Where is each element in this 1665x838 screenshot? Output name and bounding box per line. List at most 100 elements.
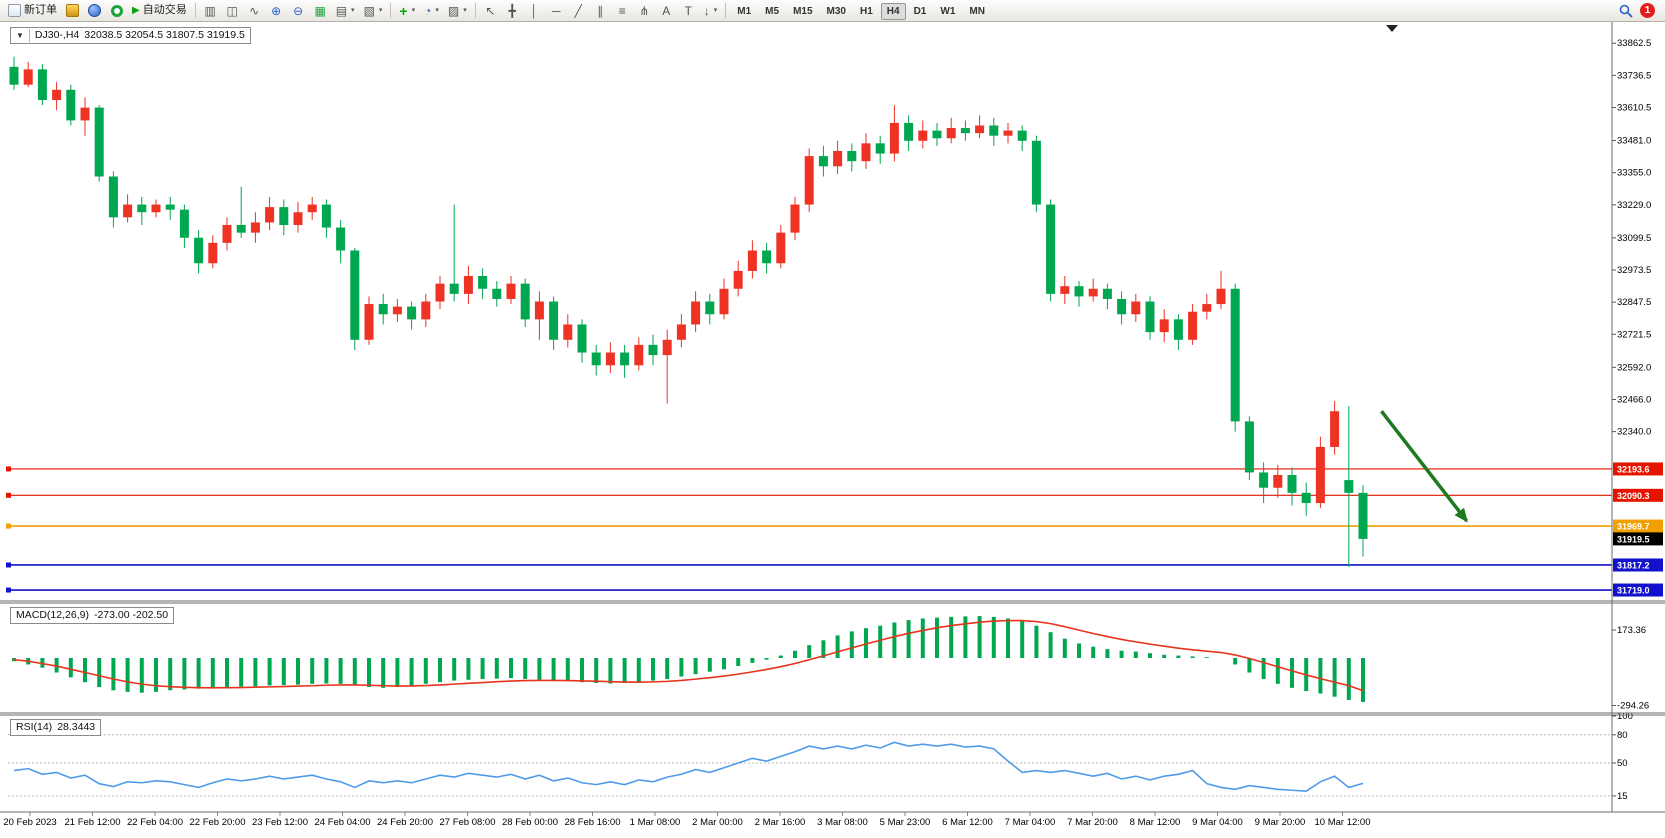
templates-button[interactable]: ▨ ▾ — [444, 1, 471, 21]
level-handle[interactable] — [6, 492, 11, 498]
candle[interactable] — [549, 296, 559, 350]
candle[interactable] — [733, 260, 743, 297]
candle[interactable] — [989, 117, 999, 146]
candle[interactable] — [1344, 406, 1354, 567]
tile-windows-button[interactable]: ▦ — [310, 1, 331, 21]
candle[interactable] — [960, 120, 970, 141]
candle[interactable] — [1244, 416, 1254, 481]
timeframe-button-d1[interactable]: D1 — [908, 3, 933, 20]
candle[interactable] — [1188, 304, 1198, 345]
candle[interactable] — [662, 329, 672, 404]
text-label-button[interactable]: T — [678, 1, 699, 21]
arrows-tool-button[interactable]: ↓ ▾ — [700, 1, 722, 21]
candle[interactable] — [620, 344, 630, 379]
candle[interactable] — [847, 143, 857, 172]
timeframe-button-mn[interactable]: MN — [963, 3, 991, 20]
candle[interactable] — [577, 319, 587, 363]
candle[interactable] — [776, 224, 786, 269]
periods-button[interactable]: ◔ ▾ — [420, 1, 443, 21]
bar-chart-button[interactable]: ▥ — [200, 1, 221, 21]
candle[interactable] — [407, 301, 417, 330]
candle[interactable] — [123, 194, 133, 223]
candle[interactable] — [421, 293, 431, 328]
candle[interactable] — [321, 199, 331, 238]
timeframe-button-m30[interactable]: M30 — [821, 3, 852, 20]
chart-title-box[interactable]: ▼ DJ30-,H4 32038.5 32054.5 31807.5 31919… — [10, 27, 251, 44]
candle[interactable] — [1003, 122, 1013, 144]
timeframe-button-m15[interactable]: M15 — [787, 3, 818, 20]
candle[interactable] — [506, 276, 516, 305]
accounts-button[interactable] — [84, 1, 105, 21]
candle[interactable] — [1202, 293, 1212, 320]
community-button[interactable] — [106, 1, 127, 21]
candle[interactable] — [435, 276, 445, 310]
candle[interactable] — [634, 337, 644, 371]
chart-shift-marker[interactable] — [1386, 25, 1398, 32]
vertical-line-button[interactable]: │ — [524, 1, 545, 21]
arrange-windows-button[interactable]: ▤ ▾ — [332, 1, 359, 21]
zoom-in-button[interactable]: ⊕ — [266, 1, 287, 21]
candle[interactable] — [676, 314, 686, 348]
candle[interactable] — [1173, 314, 1183, 350]
level-handle[interactable] — [6, 466, 11, 472]
add-indicator-button[interactable]: + ▾ — [395, 1, 419, 21]
candle[interactable] — [307, 196, 317, 220]
candle[interactable] — [250, 212, 260, 243]
candle[interactable] — [1159, 309, 1169, 343]
horizontal-line-button[interactable]: ─ — [546, 1, 567, 21]
candle[interactable] — [137, 196, 147, 225]
candle[interactable] — [478, 268, 488, 299]
candle[interactable] — [804, 148, 814, 213]
candle[interactable] — [1358, 485, 1368, 557]
notification-badge[interactable]: 1 — [1640, 3, 1655, 18]
candle[interactable] — [1230, 283, 1240, 432]
candle[interactable] — [904, 115, 914, 151]
candle[interactable] — [705, 293, 715, 325]
cursor-button[interactable]: ↖ — [480, 1, 501, 21]
level-handle[interactable] — [6, 562, 11, 568]
candle[interactable] — [66, 84, 76, 126]
candle[interactable] — [80, 97, 90, 136]
candle[interactable] — [1117, 291, 1127, 325]
candles-layer[interactable] — [9, 56, 1368, 567]
candle[interactable] — [364, 296, 374, 345]
candle[interactable] — [790, 196, 800, 241]
candle[interactable] — [1131, 293, 1141, 322]
candle[interactable] — [1060, 276, 1070, 305]
candle[interactable] — [534, 291, 544, 340]
candle[interactable] — [1046, 199, 1056, 302]
timeframe-button-h4[interactable]: H4 — [880, 3, 906, 20]
timeframe-button-m5[interactable]: M5 — [759, 3, 785, 20]
candle[interactable] — [265, 196, 275, 231]
candle[interactable] — [563, 314, 573, 348]
candle[interactable] — [918, 120, 928, 149]
line-chart-button[interactable]: ∿ — [244, 1, 265, 21]
candle[interactable] — [946, 117, 956, 144]
search-button[interactable] — [1615, 1, 1637, 21]
trendline-button[interactable]: ╱ — [568, 1, 589, 21]
candle[interactable] — [889, 105, 899, 162]
candle[interactable] — [833, 140, 843, 174]
candle[interactable] — [194, 230, 204, 274]
candle[interactable] — [94, 105, 104, 182]
trend-arrow-annotation[interactable] — [1380, 410, 1469, 523]
candle[interactable] — [392, 298, 402, 322]
channel-button[interactable]: ∥ — [590, 1, 611, 21]
candle[interactable] — [463, 265, 473, 305]
candle[interactable] — [861, 133, 871, 169]
text-tool-button[interactable]: A — [656, 1, 677, 21]
candle[interactable] — [975, 115, 985, 139]
candle[interactable] — [279, 199, 289, 236]
candle[interactable] — [378, 293, 388, 325]
candle[interactable] — [1287, 467, 1297, 506]
timeframe-button-w1[interactable]: W1 — [934, 3, 961, 20]
candle[interactable] — [9, 56, 19, 90]
candle[interactable] — [336, 219, 346, 264]
candle[interactable] — [37, 64, 47, 106]
candlestick-chart-button[interactable]: ◫ — [222, 1, 243, 21]
deposit-button[interactable] — [62, 1, 83, 21]
candle[interactable] — [293, 202, 303, 233]
new-order-button[interactable]: 新订单 — [4, 1, 61, 21]
candle[interactable] — [1315, 436, 1325, 509]
